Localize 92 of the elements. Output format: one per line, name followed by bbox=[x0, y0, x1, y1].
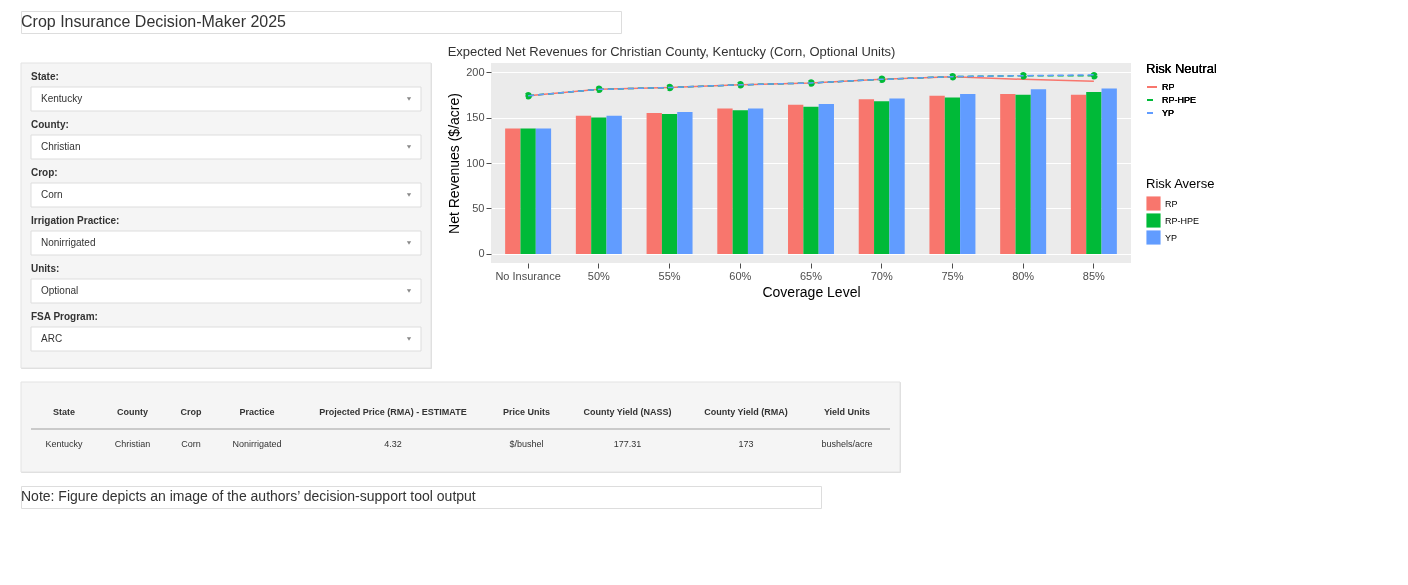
text: Kentucky bbox=[45, 439, 83, 449]
text: State bbox=[52, 407, 76, 417]
point bbox=[948, 72, 957, 81]
text: FSA Program: bbox=[31, 311, 98, 322]
x-tick-label: 60% bbox=[729, 269, 752, 282]
x-tick-label: 80% bbox=[1012, 269, 1035, 282]
text: Corn bbox=[41, 189, 63, 200]
point bbox=[595, 85, 603, 94]
text: Irrigation Practice: bbox=[31, 215, 120, 226]
text: Projected Price (RMA) - ESTIMATE bbox=[319, 407, 467, 417]
y-axis-title: Net Revenues ($/acre) bbox=[446, 93, 463, 234]
y-tick-label: 50 bbox=[472, 201, 485, 214]
text: Risk Neutral bbox=[1146, 61, 1217, 76]
text: 177.31 bbox=[613, 439, 642, 449]
bar bbox=[505, 128, 521, 254]
x-tick-label: No Insurance bbox=[495, 269, 561, 282]
text: bushels/acre bbox=[821, 439, 873, 449]
point bbox=[1090, 71, 1098, 80]
x-tick-label: 65% bbox=[799, 269, 823, 282]
bar bbox=[732, 110, 748, 254]
bar bbox=[1015, 94, 1031, 254]
point bbox=[736, 81, 745, 89]
text: Crop Insurance Decision-Maker 2025 bbox=[21, 13, 287, 30]
bar bbox=[788, 104, 804, 254]
bar bbox=[646, 113, 662, 254]
bar bbox=[1086, 92, 1102, 254]
text: Christian bbox=[41, 141, 81, 152]
y-tick-label: 150 bbox=[466, 111, 485, 124]
point bbox=[1019, 71, 1027, 80]
bar bbox=[591, 117, 607, 254]
bar bbox=[535, 128, 552, 254]
bar bbox=[677, 112, 693, 254]
bar bbox=[717, 108, 733, 254]
text: County: bbox=[31, 119, 69, 130]
legend-label: YP bbox=[1165, 232, 1178, 243]
text: Christian bbox=[114, 439, 151, 449]
bar bbox=[929, 95, 945, 254]
bar bbox=[606, 115, 622, 254]
text: Corn bbox=[181, 439, 201, 449]
bar bbox=[944, 97, 961, 254]
legend-label: RP-HPE bbox=[1162, 95, 1197, 105]
text: Price Units bbox=[502, 407, 551, 417]
text: Yield Units bbox=[823, 407, 871, 417]
text: Units: bbox=[31, 263, 60, 274]
bar bbox=[520, 128, 536, 254]
x-tick-label: 55% bbox=[658, 269, 681, 282]
text: ARC bbox=[41, 333, 63, 344]
y-tick-label: 100 bbox=[466, 156, 485, 169]
bar bbox=[889, 98, 905, 254]
text: Nonirrigated bbox=[232, 439, 282, 449]
legend-label: YP bbox=[1162, 108, 1175, 118]
text: County Yield (RMA) bbox=[704, 407, 788, 417]
bar bbox=[960, 93, 976, 254]
bar bbox=[575, 115, 592, 254]
x-tick-label: 50% bbox=[587, 269, 611, 282]
y-tick-label: 200 bbox=[466, 65, 485, 78]
text: Crop: bbox=[31, 167, 58, 178]
x-axis-title: Coverage Level bbox=[762, 283, 861, 300]
legend-label: RP bbox=[1162, 82, 1175, 92]
x-tick-label: 75% bbox=[941, 269, 964, 282]
legend-label: RP bbox=[1165, 198, 1178, 209]
text: Practice bbox=[239, 407, 275, 417]
text: 4.32 bbox=[384, 439, 402, 449]
bar bbox=[1030, 89, 1047, 254]
x-tick-label: 85% bbox=[1082, 269, 1106, 282]
text: Crop bbox=[180, 407, 202, 417]
text: Note: Figure depicts an image of the authors’ decision-support tool output bbox=[21, 488, 476, 504]
bar bbox=[747, 108, 764, 254]
bar bbox=[874, 101, 890, 254]
text: Optional bbox=[41, 285, 79, 296]
chart-title: Expected Net Revenues for Christian County, Kentucky (Corn, Optional Units) bbox=[447, 44, 896, 59]
bar bbox=[1101, 88, 1117, 254]
text: County Yield (NASS) bbox=[583, 407, 672, 417]
text: $/bushel bbox=[509, 439, 544, 449]
bar bbox=[818, 103, 834, 254]
text: Kentucky bbox=[41, 93, 83, 104]
bar bbox=[858, 99, 875, 254]
text: 173 bbox=[738, 439, 754, 449]
point bbox=[524, 91, 532, 100]
bar bbox=[1000, 93, 1016, 254]
bar bbox=[661, 113, 678, 254]
legend-label: RP-HPE bbox=[1165, 215, 1200, 226]
bar bbox=[1070, 94, 1087, 254]
text: Risk Averse bbox=[1146, 176, 1215, 191]
bar bbox=[803, 106, 819, 254]
text: Nonirrigated bbox=[41, 237, 96, 248]
text: State: bbox=[31, 71, 59, 82]
point bbox=[665, 83, 674, 92]
text: County bbox=[117, 407, 148, 417]
x-tick-label: 70% bbox=[870, 269, 893, 282]
point bbox=[877, 75, 886, 84]
y-tick-label: 0 bbox=[478, 247, 485, 260]
